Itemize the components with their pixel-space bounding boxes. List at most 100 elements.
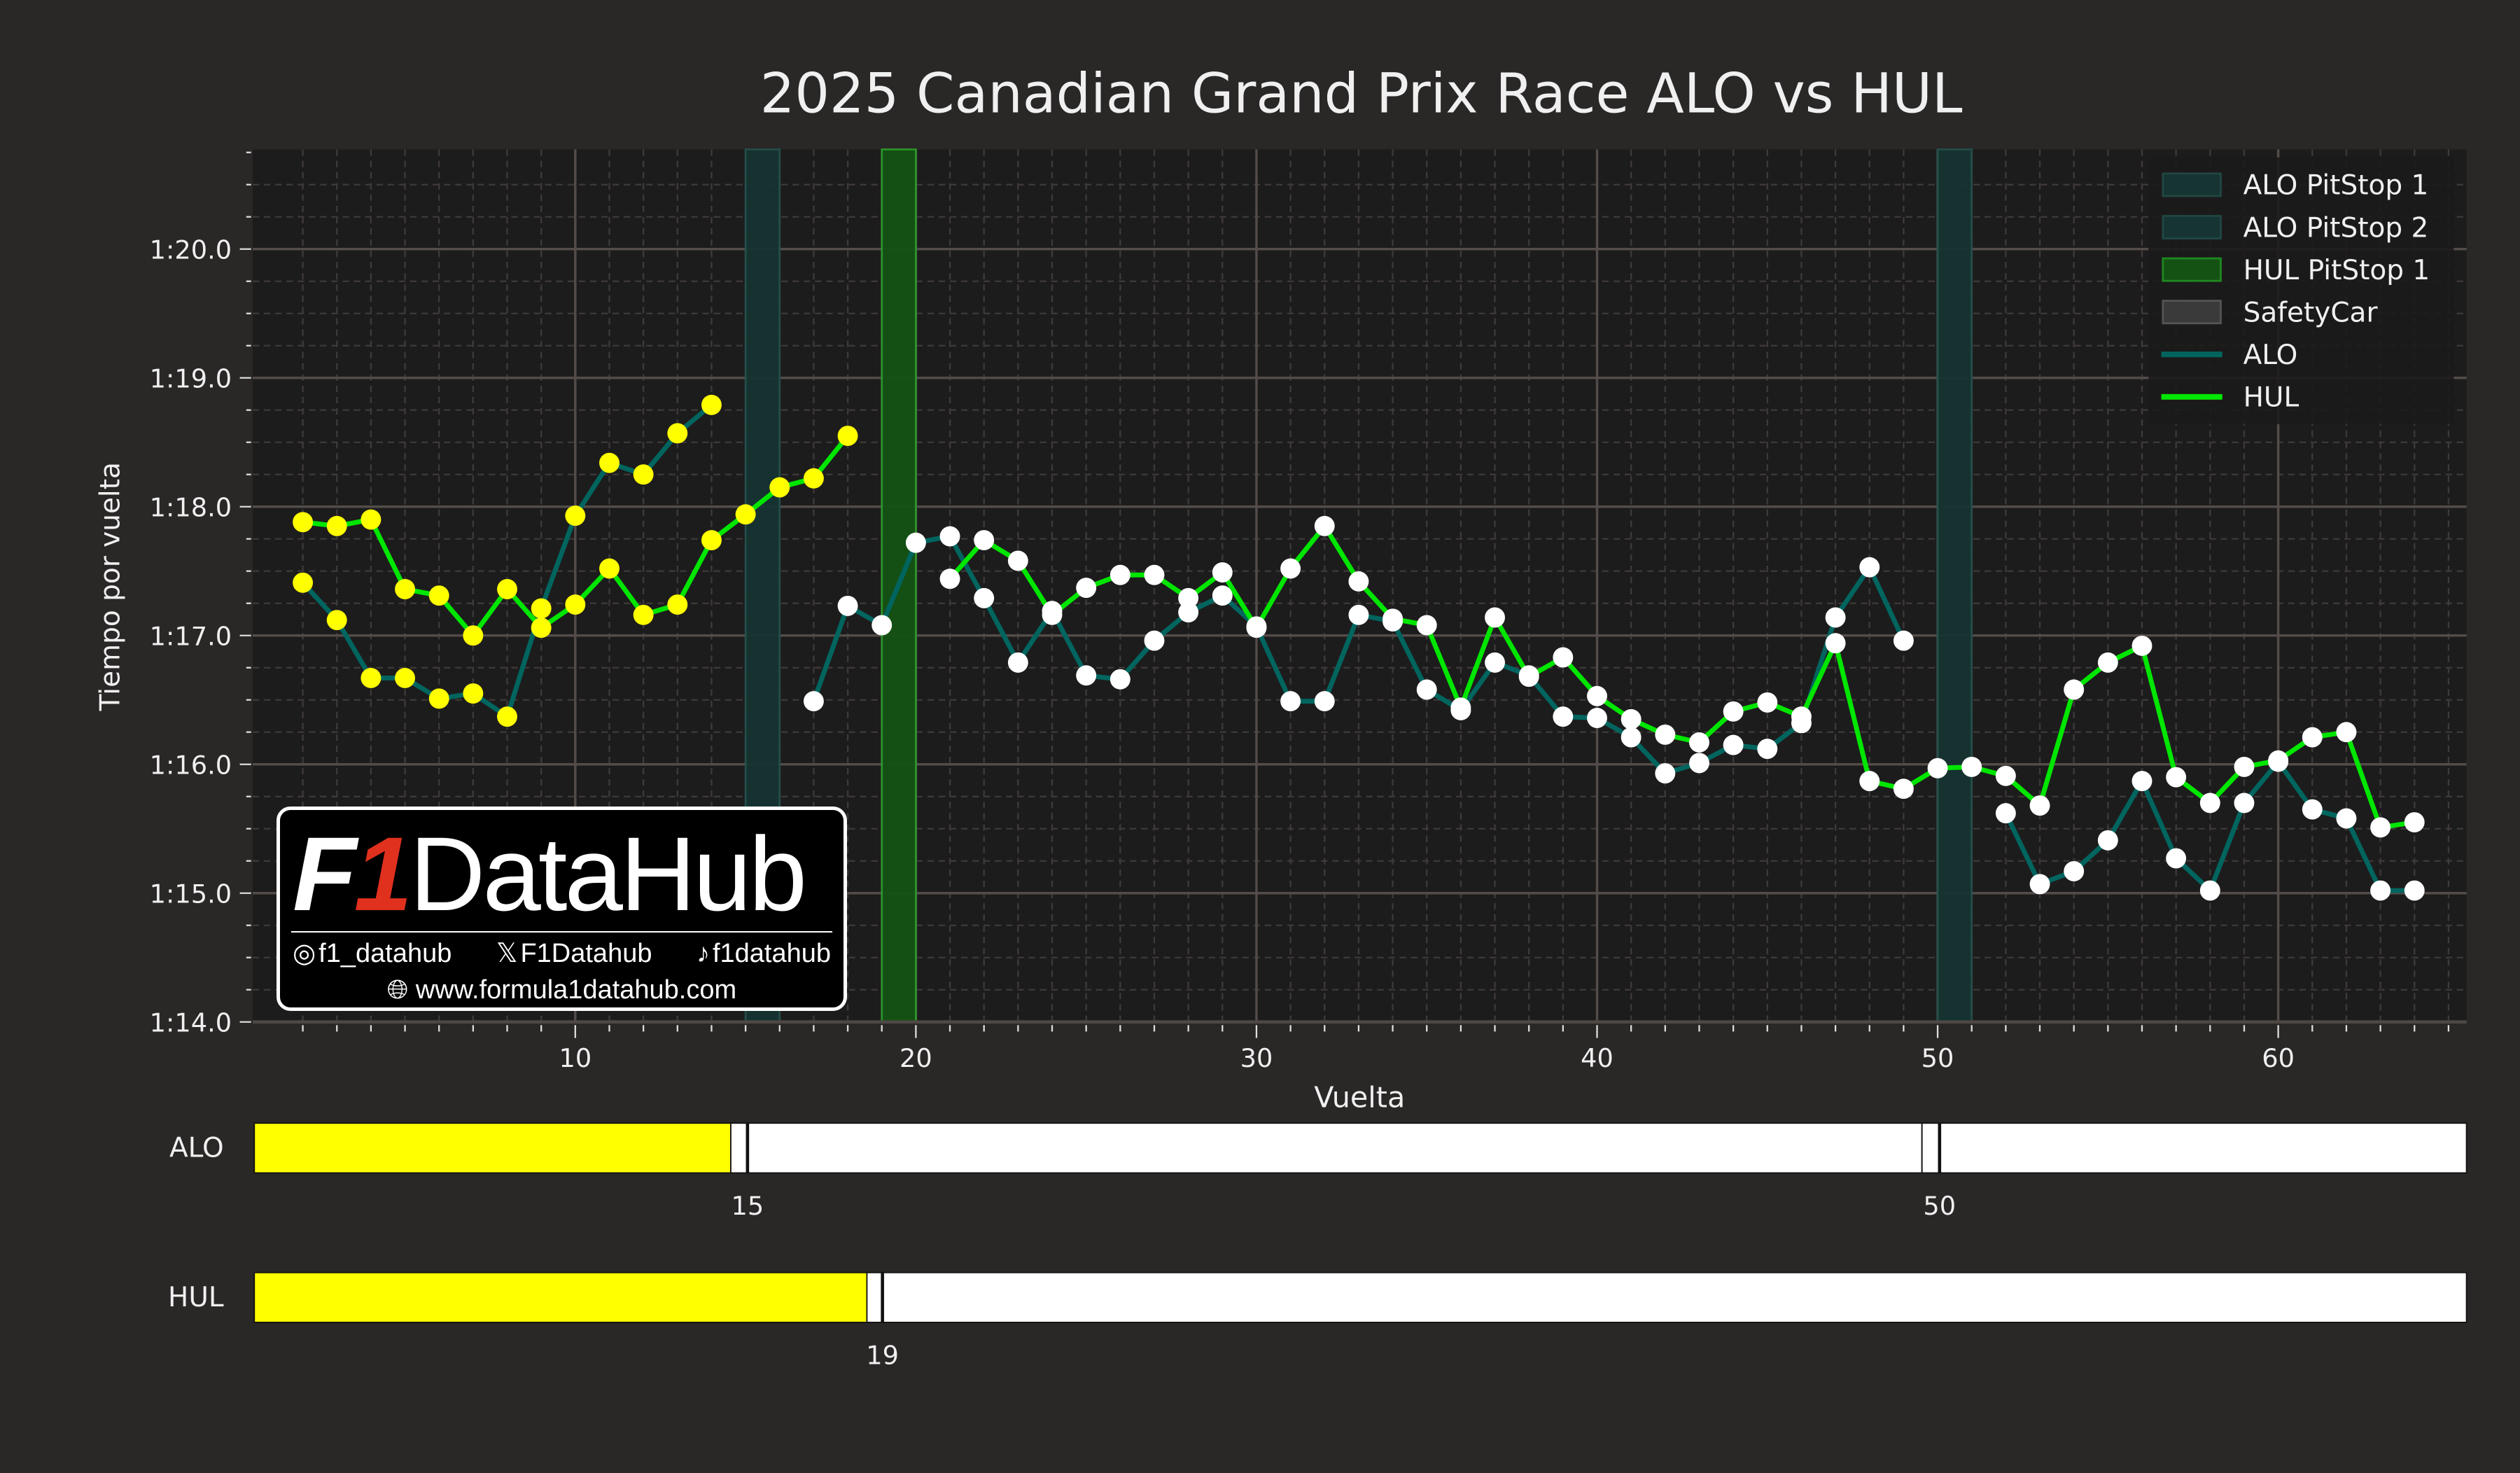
alo-lap-marker: ALO L58: 75.02 [2199, 880, 2220, 901]
brand-datahub: DataHub [410, 815, 807, 933]
hul-lap-marker: HUL L54: 76.58 [2064, 679, 2085, 700]
x-tick-label: 60 [2262, 1043, 2295, 1073]
hul-lap-marker: HUL L22: 77.74 [974, 530, 995, 551]
x-text: F1Datahub [520, 939, 652, 968]
hul-lap-marker: HUL L5: 77.36 [395, 579, 416, 599]
hul-lap-marker: HUL L4: 77.9 [360, 509, 382, 530]
alo-lap-marker: ALO L3: 77.12 [326, 610, 347, 631]
hul-lap-marker: HUL L37: 77.14 [1485, 607, 1505, 628]
hul-lap-marker: HUL L12: 77.16 [633, 604, 654, 625]
hul-lap-marker: HUL L60: 76.03 [2268, 750, 2289, 771]
hul-lap-marker: HUL L24: 77.16 [1042, 604, 1063, 625]
x-tick-label: 20 [899, 1043, 932, 1073]
hul-lap-marker: HUL L31: 77.52 [1280, 558, 1301, 579]
alo-lap-marker: ALO L44: 76.15 [1723, 734, 1744, 755]
hul-lap-marker: HUL L62: 76.25 [2336, 722, 2357, 743]
hul-lap-marker: HUL L38: 76.68 [1518, 666, 1539, 687]
alo-lap-marker: ALO L8: 76.37 [497, 706, 517, 727]
stint-segment-soft [253, 1122, 732, 1174]
alo-lap-marker: ALO L31: 76.49 [1280, 691, 1301, 712]
alo-lap-marker: ALO L11: 78.34 [599, 452, 620, 473]
alo-lap-marker: ALO L6: 76.51 [428, 688, 449, 709]
hul-lap-marker: HUL L13: 77.24 [667, 594, 688, 615]
hul-lap-marker: HUL L6: 77.31 [428, 585, 449, 606]
watermark-socials: ◎ f1_datahub 𝕏 F1Datahub ♪ f1datahub [293, 936, 831, 971]
alo-lap-marker: ALO L47: 77.14 [1825, 607, 1846, 628]
hul-lap-marker: HUL L42: 76.23 [1655, 724, 1676, 745]
hul-lap-marker: HUL L8: 77.36 [497, 579, 517, 599]
hul-lap-marker: HUL L35: 77.08 [1416, 615, 1437, 636]
instagram-icon: ◎ [293, 939, 316, 968]
alo-lap-marker: ALO L18: 77.23 [837, 595, 858, 616]
hul-lap-marker: HUL L63: 75.51 [2370, 817, 2391, 838]
alo-lap-marker: ALO L19: 77.08 [872, 615, 892, 636]
alo-lap-marker: ALO L21: 77.77 [939, 526, 960, 547]
hul-lap-marker: HUL L58: 75.7 [2199, 793, 2220, 814]
watermark-divider [291, 931, 832, 933]
alo-lap-marker: ALO L45: 76.12 [1757, 739, 1778, 760]
hul-lap-marker: HUL L14: 77.74 [701, 530, 722, 551]
alo-lap-marker: ALO L33: 77.16 [1348, 604, 1369, 625]
hul-lap-marker: HUL L10: 77.24 [565, 594, 586, 615]
y-axis-label: Tiempo por vuelta [94, 462, 126, 711]
stint-segment-soft [253, 1271, 868, 1323]
stint-driver-label: ALO [169, 1132, 224, 1164]
y-tick-label: 1:19.0 [150, 364, 232, 394]
alo-lap-marker: ALO L49: 76.96 [1893, 630, 1914, 651]
instagram-handle: ◎ f1_datahub [293, 936, 451, 971]
f1datahub-watermark: F1DataHub ◎ f1_datahub 𝕏 F1Datahub ♪ f1data… [276, 807, 847, 1011]
x-tick-label: 10 [559, 1043, 592, 1073]
legend-label: SafetyCar [2244, 297, 2379, 328]
alo-lap-marker: ALO L13: 78.57 [667, 423, 688, 444]
pit-lap-label: 19 [866, 1341, 899, 1371]
alo-lap-marker: ALO L52: 75.62 [1995, 803, 2016, 824]
alo-lap-marker: ALO L55: 75.41 [2097, 830, 2118, 851]
alo-lap-marker: ALO L39: 76.37 [1553, 706, 1574, 727]
stint-segment-hard [730, 1122, 1923, 1174]
alo-lap-marker: ALO L14: 78.79 [701, 394, 722, 415]
alo-lap-marker: ALO L9: 77.21 [531, 598, 552, 619]
hul-lap-marker: HUL L11: 77.52 [599, 558, 620, 579]
alo-lap-marker: ALO L32: 76.49 [1314, 691, 1335, 712]
alo-lap-marker: ALO L40: 76.36 [1587, 708, 1607, 728]
alo-lap-marker: ALO L53: 75.07 [2029, 874, 2050, 895]
hul-lap-marker: HUL L40: 76.53 [1587, 685, 1607, 706]
y-tick-label: 1:16.0 [150, 750, 232, 780]
hul-lap-marker: HUL L48: 75.87 [1859, 771, 1880, 792]
alo-lap-marker: ALO L59: 75.7 [2234, 793, 2255, 814]
stint-driver-label: HUL [168, 1282, 224, 1313]
hul-lap-marker: HUL L9: 77.06 [531, 617, 552, 638]
chart-title: 2025 Canadian Grand Prix Race ALO vs HUL [760, 63, 1963, 126]
hul-lap-marker: HUL L64: 75.55 [2404, 812, 2425, 832]
hul-lap-marker: HUL L50: 75.97 [1927, 758, 1948, 779]
hul-lap-marker: HUL L56: 76.92 [2132, 635, 2152, 656]
alo-lap-marker: ALO L28: 77.18 [1178, 602, 1199, 623]
legend-label: HUL PitStop 1 [2244, 255, 2430, 286]
hul-lap-marker: HUL L17: 78.22 [803, 468, 824, 489]
alo-lap-marker: ALO L42: 75.93 [1655, 763, 1676, 784]
legend-label: ALO PitStop 2 [2244, 212, 2429, 244]
hul-lap-marker: HUL L36: 76.44 [1450, 697, 1471, 718]
hul-lap-marker: HUL L29: 77.49 [1212, 562, 1233, 583]
stint-segment-hard [1921, 1122, 2468, 1174]
stint-segment-hard [866, 1271, 2468, 1323]
alo-lap-marker: ALO L22: 77.29 [974, 587, 995, 608]
hul-lap-marker: HUL L34: 77.13 [1382, 608, 1404, 629]
alo-lap-marker: ALO L37: 76.79 [1485, 652, 1505, 673]
hul-lap-marker: HUL L21: 77.44 [939, 568, 960, 589]
legend-swatch [2162, 172, 2222, 197]
alo-lap-marker: ALO L35: 76.58 [1416, 679, 1437, 700]
x-logo-icon: 𝕏 [496, 939, 518, 968]
alo-lap-marker: ALO L25: 76.69 [1076, 665, 1097, 686]
alo-lap-marker: ALO L26: 76.66 [1110, 669, 1130, 690]
hul-lap-marker: HUL L18: 78.55 [837, 426, 858, 446]
hul-lap-marker: HUL L52: 75.91 [1995, 765, 2016, 786]
hul-lap-marker: HUL L25: 77.37 [1076, 578, 1097, 599]
legend-label: ALO [2244, 340, 2298, 371]
legend-swatch [2162, 257, 2222, 282]
alo-lap-marker: ALO L48: 77.53 [1859, 557, 1880, 578]
pit-lap-label: 15 [732, 1191, 764, 1221]
legend-label: ALO PitStop 1 [2244, 170, 2429, 202]
alo-lap-marker: ALO L5: 76.67 [395, 667, 416, 688]
alo-lap-marker: ALO L10: 77.93 [565, 505, 586, 526]
